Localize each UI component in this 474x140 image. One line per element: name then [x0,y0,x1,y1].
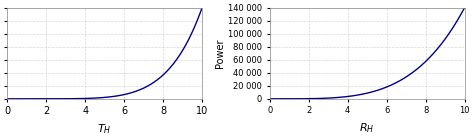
X-axis label: $T_H$: $T_H$ [98,122,112,136]
Y-axis label: Power: Power [215,38,225,68]
X-axis label: $R_H$: $R_H$ [359,121,375,135]
